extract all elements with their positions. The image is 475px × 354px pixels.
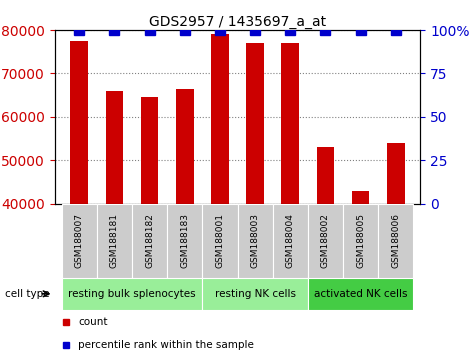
Text: resting NK cells: resting NK cells	[215, 289, 295, 299]
Bar	[97, 204, 132, 278]
Bar	[132, 204, 167, 278]
Bar	[211, 34, 228, 204]
Bar	[317, 147, 334, 204]
Text: GSM188007: GSM188007	[75, 213, 84, 268]
Bar	[141, 97, 158, 204]
Bar	[247, 43, 264, 204]
Text: percentile rank within the sample: percentile rank within the sample	[78, 340, 254, 350]
Text: GSM188001: GSM188001	[216, 213, 224, 268]
Bar	[202, 204, 238, 278]
Text: GSM188183: GSM188183	[180, 213, 189, 268]
Bar	[62, 204, 97, 278]
Bar	[352, 190, 370, 204]
Text: cell type: cell type	[5, 289, 50, 299]
Bar	[273, 204, 308, 278]
Text: GSM188006: GSM188006	[391, 213, 400, 268]
Bar	[343, 204, 378, 278]
Text: GSM188181: GSM188181	[110, 213, 119, 268]
Text: GSM188002: GSM188002	[321, 213, 330, 268]
Text: GSM188182: GSM188182	[145, 213, 154, 268]
Bar	[202, 278, 308, 310]
Bar	[62, 278, 202, 310]
Bar	[282, 43, 299, 204]
Bar	[70, 41, 88, 204]
Text: GSM188003: GSM188003	[251, 213, 259, 268]
Bar	[238, 204, 273, 278]
Bar	[378, 204, 413, 278]
Bar	[308, 278, 413, 310]
Text: GSM188005: GSM188005	[356, 213, 365, 268]
Title: GDS2957 / 1435697_a_at: GDS2957 / 1435697_a_at	[149, 15, 326, 29]
Bar	[167, 204, 202, 278]
Bar	[105, 91, 123, 204]
Text: resting bulk splenocytes: resting bulk splenocytes	[68, 289, 196, 299]
Bar	[387, 143, 405, 204]
Bar	[308, 204, 343, 278]
Bar	[176, 88, 193, 204]
Text: GSM188004: GSM188004	[286, 213, 295, 268]
Text: activated NK cells: activated NK cells	[314, 289, 408, 299]
Text: count: count	[78, 317, 108, 327]
